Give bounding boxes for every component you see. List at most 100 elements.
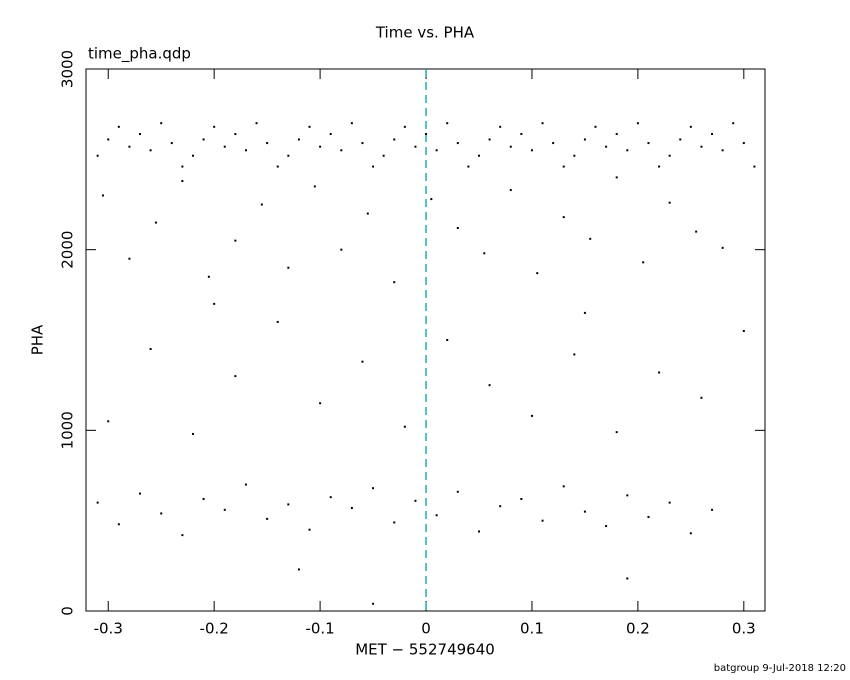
point xyxy=(530,149,533,152)
x-tick-label: 0.1 xyxy=(520,620,544,638)
point xyxy=(536,272,539,275)
point xyxy=(319,145,322,148)
point xyxy=(128,145,131,148)
point xyxy=(308,528,311,531)
point xyxy=(96,501,99,504)
point xyxy=(202,497,205,500)
point xyxy=(149,348,152,351)
point xyxy=(191,432,194,435)
point xyxy=(234,239,237,242)
point xyxy=(467,165,470,168)
point xyxy=(128,257,131,260)
point xyxy=(361,142,364,145)
point xyxy=(642,261,645,264)
point xyxy=(446,339,449,341)
x-tick-label: 0.2 xyxy=(626,620,650,638)
point xyxy=(382,154,385,157)
point xyxy=(446,122,449,125)
point xyxy=(313,185,316,188)
point xyxy=(260,203,263,206)
point xyxy=(509,145,512,148)
x-tick-label: -0.1 xyxy=(305,620,334,638)
point xyxy=(139,492,142,495)
point xyxy=(626,577,629,580)
x-tick-label: 0.3 xyxy=(732,620,756,638)
point xyxy=(372,602,375,605)
y-tick-label: 0 xyxy=(59,606,77,616)
point xyxy=(319,402,322,405)
point xyxy=(456,226,459,229)
point xyxy=(435,514,438,517)
point xyxy=(340,248,343,251)
point xyxy=(562,485,565,488)
point xyxy=(573,353,576,356)
point xyxy=(456,490,459,493)
point xyxy=(139,133,142,136)
point xyxy=(658,371,661,374)
point xyxy=(626,494,629,497)
point xyxy=(520,133,523,136)
point xyxy=(425,133,428,136)
point xyxy=(403,425,406,428)
point xyxy=(96,154,99,157)
point xyxy=(329,496,332,499)
point xyxy=(403,125,406,128)
point xyxy=(297,568,300,571)
point xyxy=(276,320,279,323)
x-tick-label: 0 xyxy=(421,620,431,638)
point xyxy=(207,275,210,278)
point xyxy=(107,420,110,423)
point xyxy=(107,138,110,141)
point xyxy=(594,125,597,128)
point xyxy=(562,165,565,168)
point xyxy=(223,145,226,148)
point xyxy=(202,138,205,141)
point xyxy=(340,149,343,152)
point xyxy=(234,375,237,378)
y-tick-label: 2000 xyxy=(59,231,77,269)
x-axis-label: MET − 552749640 xyxy=(355,641,495,659)
point xyxy=(255,122,258,125)
point xyxy=(615,431,618,434)
point xyxy=(583,311,586,314)
point xyxy=(287,154,290,157)
point xyxy=(541,519,544,522)
point xyxy=(605,525,608,528)
point xyxy=(393,138,396,141)
point xyxy=(181,165,184,168)
point xyxy=(393,281,396,284)
y-axis-label: PHA xyxy=(29,324,47,355)
point xyxy=(700,145,703,148)
point xyxy=(287,503,290,506)
point xyxy=(732,122,735,125)
point xyxy=(589,237,592,240)
point xyxy=(435,149,438,152)
point xyxy=(668,201,671,204)
point xyxy=(658,165,661,168)
point xyxy=(647,516,650,519)
point xyxy=(244,149,247,152)
point xyxy=(366,212,369,215)
point xyxy=(329,133,332,136)
point xyxy=(477,154,480,157)
point xyxy=(636,122,639,125)
point xyxy=(213,302,216,305)
point xyxy=(488,138,491,141)
point xyxy=(170,142,173,145)
point xyxy=(276,165,279,168)
point xyxy=(160,512,163,515)
point xyxy=(520,497,523,500)
point xyxy=(361,360,364,363)
point xyxy=(483,252,486,255)
point xyxy=(626,149,629,152)
point xyxy=(266,142,269,145)
y-tick-label: 3000 xyxy=(59,50,77,88)
point xyxy=(308,125,311,128)
point xyxy=(615,176,618,179)
point xyxy=(742,142,745,145)
point xyxy=(297,138,300,141)
point xyxy=(430,198,433,201)
point xyxy=(605,145,608,148)
point xyxy=(181,534,184,537)
